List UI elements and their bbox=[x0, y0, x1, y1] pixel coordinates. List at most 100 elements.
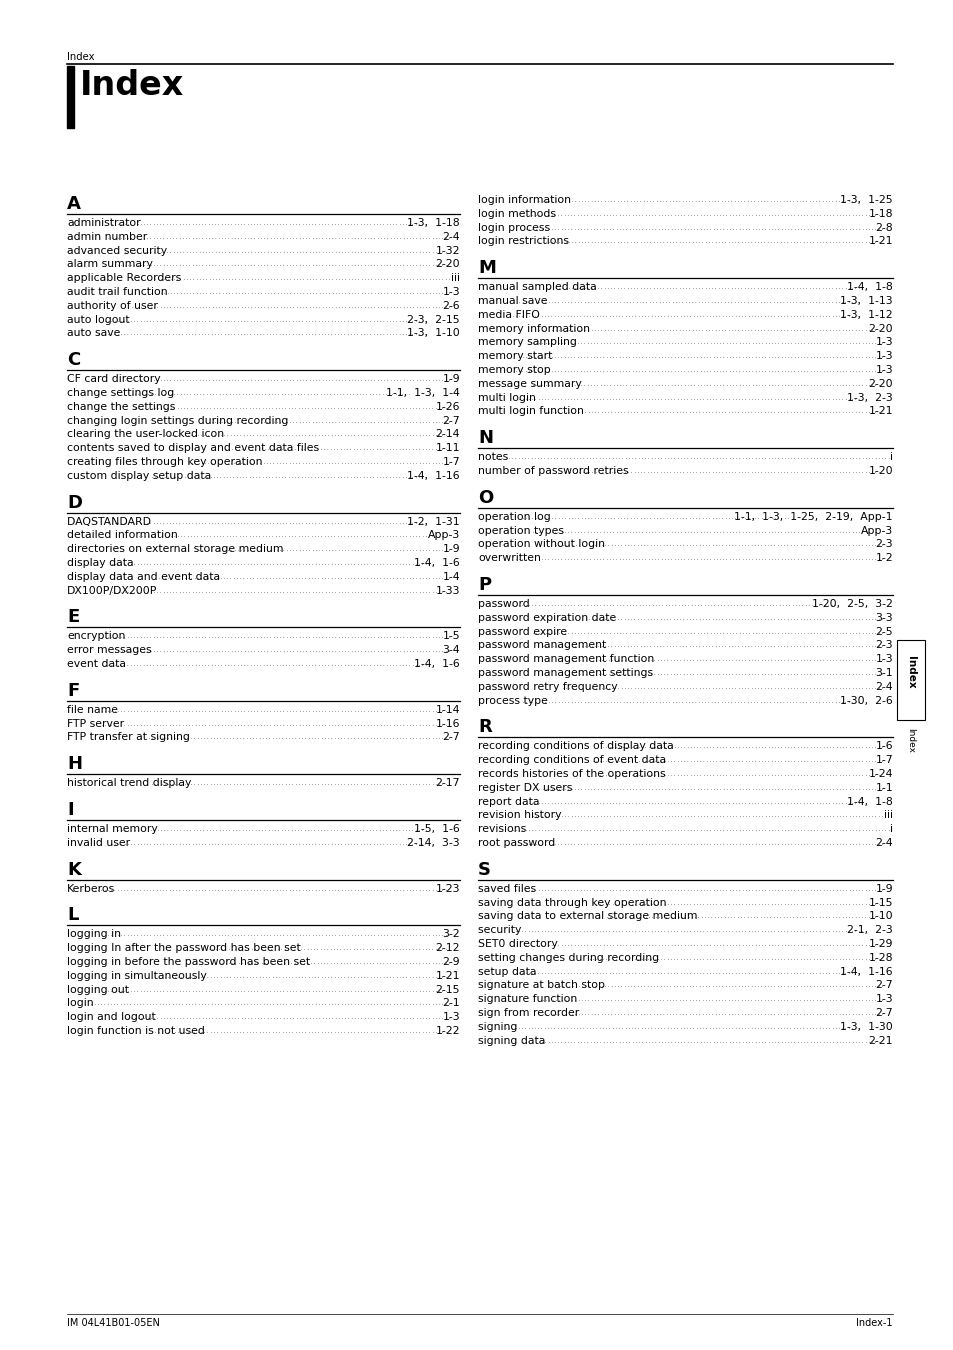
Text: 2-3: 2-3 bbox=[875, 640, 892, 651]
Text: manual sampled data: manual sampled data bbox=[477, 282, 599, 292]
Text: login: login bbox=[67, 999, 93, 1008]
Text: 1-24: 1-24 bbox=[867, 769, 892, 779]
Text: password expiration date: password expiration date bbox=[477, 613, 616, 622]
Text: 1-10: 1-10 bbox=[867, 911, 892, 922]
Text: number of password retries: number of password retries bbox=[477, 466, 628, 477]
Text: change settings log: change settings log bbox=[67, 387, 174, 398]
Text: signature at batch stop: signature at batch stop bbox=[477, 980, 608, 991]
Text: signature function: signature function bbox=[477, 994, 580, 1004]
Text: 1-3,  2-3: 1-3, 2-3 bbox=[846, 393, 892, 402]
Text: password: password bbox=[477, 599, 533, 609]
Text: applicable Recorders: applicable Recorders bbox=[67, 273, 181, 284]
Text: 2-1,  2-3: 2-1, 2-3 bbox=[846, 925, 892, 936]
Text: iii: iii bbox=[883, 810, 892, 821]
Text: display data and event data: display data and event data bbox=[67, 572, 220, 582]
Text: contents saved to display and event data files: contents saved to display and event data… bbox=[67, 443, 319, 454]
Text: 1-5: 1-5 bbox=[442, 632, 459, 641]
Text: 1-3,  1-13: 1-3, 1-13 bbox=[840, 296, 892, 306]
Text: operation log: operation log bbox=[477, 512, 550, 522]
Text: 3-1: 3-1 bbox=[875, 668, 892, 678]
Text: clearing the user-locked icon: clearing the user-locked icon bbox=[67, 429, 224, 439]
Text: multi login function: multi login function bbox=[477, 406, 583, 416]
Text: SET0 directory: SET0 directory bbox=[477, 940, 558, 949]
Text: I: I bbox=[67, 801, 73, 819]
Text: revisions: revisions bbox=[477, 825, 529, 834]
Text: 2-15: 2-15 bbox=[435, 984, 459, 995]
Text: report data: report data bbox=[477, 796, 542, 806]
Text: logging in simultaneously: logging in simultaneously bbox=[67, 971, 210, 981]
Text: Index: Index bbox=[905, 656, 915, 688]
Text: 1-33: 1-33 bbox=[435, 586, 459, 595]
Text: 1-21: 1-21 bbox=[867, 406, 892, 416]
Text: 1-30,  2-6: 1-30, 2-6 bbox=[840, 695, 892, 706]
Text: logging in before the password has been set: logging in before the password has been … bbox=[67, 957, 310, 967]
Text: audit trail function: audit trail function bbox=[67, 288, 171, 297]
Text: signing: signing bbox=[477, 1022, 520, 1031]
Text: 2-4: 2-4 bbox=[442, 232, 459, 242]
Text: FTP transfer at signing: FTP transfer at signing bbox=[67, 733, 193, 743]
Text: process type: process type bbox=[477, 695, 551, 706]
Text: 1-1: 1-1 bbox=[875, 783, 892, 792]
Text: 1-3,  1-10: 1-3, 1-10 bbox=[407, 328, 459, 339]
Text: 1-15: 1-15 bbox=[867, 898, 892, 907]
Text: 1-21: 1-21 bbox=[867, 236, 892, 247]
Text: login process: login process bbox=[477, 223, 553, 232]
Text: security: security bbox=[477, 925, 524, 936]
Text: 1-4,  1-6: 1-4, 1-6 bbox=[414, 659, 459, 670]
Text: advanced security: advanced security bbox=[67, 246, 167, 255]
Text: 1-4,  1-16: 1-4, 1-16 bbox=[840, 967, 892, 976]
Text: i: i bbox=[889, 825, 892, 834]
Text: 1-3,  1-12: 1-3, 1-12 bbox=[840, 309, 892, 320]
Text: auto save: auto save bbox=[67, 328, 120, 339]
Text: saved files: saved files bbox=[477, 884, 536, 894]
Text: 1-3,  1-30: 1-3, 1-30 bbox=[840, 1022, 892, 1031]
Text: IM 04L41B01-05EN: IM 04L41B01-05EN bbox=[67, 1318, 160, 1328]
Text: invalid user: invalid user bbox=[67, 838, 133, 848]
Text: 2-4: 2-4 bbox=[875, 838, 892, 848]
Text: iii: iii bbox=[451, 273, 459, 284]
Text: 2-17: 2-17 bbox=[435, 778, 459, 788]
Text: password expire: password expire bbox=[477, 626, 570, 637]
Text: 2-7: 2-7 bbox=[442, 416, 459, 425]
Text: P: P bbox=[477, 576, 491, 594]
Text: 1-7: 1-7 bbox=[875, 755, 892, 765]
Text: 1-6: 1-6 bbox=[875, 741, 892, 752]
Text: admin number: admin number bbox=[67, 232, 147, 242]
Text: multi login: multi login bbox=[477, 393, 538, 402]
Text: overwritten: overwritten bbox=[477, 554, 540, 563]
Text: S: S bbox=[477, 861, 491, 879]
Text: i: i bbox=[889, 452, 892, 462]
Text: password management function: password management function bbox=[477, 655, 654, 664]
Text: internal memory: internal memory bbox=[67, 824, 157, 834]
Text: authority of user: authority of user bbox=[67, 301, 157, 310]
Text: 2-20: 2-20 bbox=[435, 259, 459, 270]
Text: 1-9: 1-9 bbox=[442, 544, 459, 555]
Text: 2-12: 2-12 bbox=[435, 944, 459, 953]
Text: revision history: revision history bbox=[477, 810, 561, 821]
Text: changing login settings during recording: changing login settings during recording bbox=[67, 416, 288, 425]
Text: Index: Index bbox=[80, 69, 184, 103]
Text: F: F bbox=[67, 682, 79, 699]
Text: 1-14: 1-14 bbox=[435, 705, 459, 714]
Text: 1-22: 1-22 bbox=[435, 1026, 459, 1035]
Text: register DX users: register DX users bbox=[477, 783, 572, 792]
Text: memory start: memory start bbox=[477, 351, 552, 362]
Text: display data: display data bbox=[67, 558, 137, 568]
Text: 2-7: 2-7 bbox=[875, 980, 892, 991]
Text: 2-8: 2-8 bbox=[875, 223, 892, 232]
Text: 2-4: 2-4 bbox=[875, 682, 892, 691]
Text: 1-26: 1-26 bbox=[435, 402, 459, 412]
Text: H: H bbox=[67, 755, 82, 774]
Text: password retry frequency: password retry frequency bbox=[477, 682, 620, 691]
Text: 1-4,  1-16: 1-4, 1-16 bbox=[407, 471, 459, 481]
Text: setting changes during recording: setting changes during recording bbox=[477, 953, 662, 963]
Text: 1-9: 1-9 bbox=[442, 374, 459, 385]
Text: 2-21: 2-21 bbox=[867, 1035, 892, 1046]
Text: 1-3: 1-3 bbox=[442, 288, 459, 297]
Text: logging in: logging in bbox=[67, 929, 125, 940]
Text: 1-1,  1-3,  1-4: 1-1, 1-3, 1-4 bbox=[386, 387, 459, 398]
Text: logging In after the password has been set: logging In after the password has been s… bbox=[67, 944, 300, 953]
Text: root password: root password bbox=[477, 838, 555, 848]
Text: 3-3: 3-3 bbox=[875, 613, 892, 622]
Text: records histories of the operations: records histories of the operations bbox=[477, 769, 668, 779]
